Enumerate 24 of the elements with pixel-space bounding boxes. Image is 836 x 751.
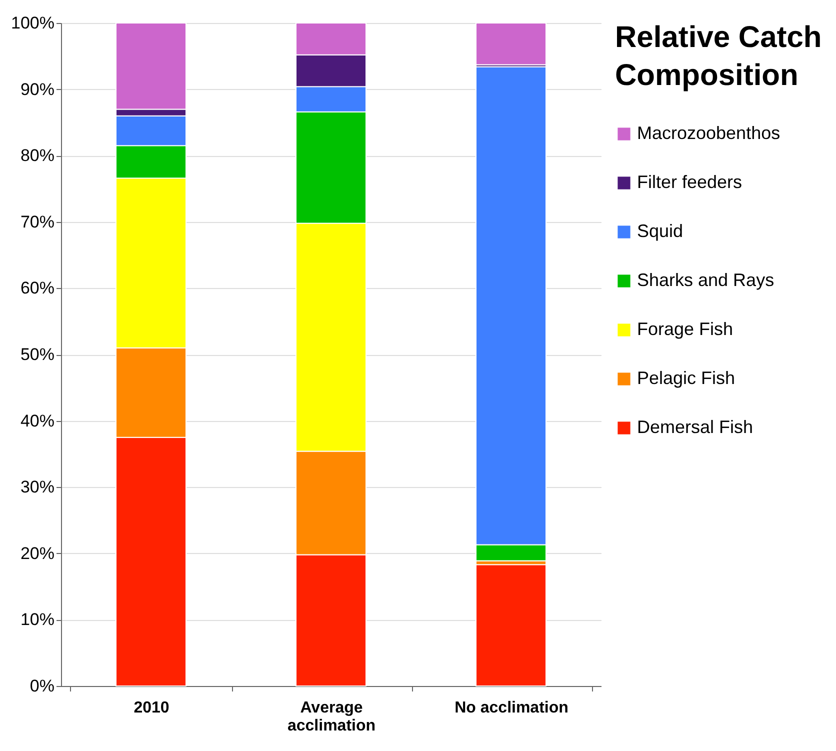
y-tick-label: 20% [20,544,54,563]
y-tick-label: 40% [20,411,54,430]
y-tick-label: 70% [20,212,54,232]
y-tick-label: 30% [20,478,54,497]
legend-label: Pelagic Fish [637,368,736,388]
legend-label: Macrozoobenthos [637,123,780,143]
y-tick-label: 100% [11,14,54,32]
x-tick-label: 2010 [134,700,170,716]
x-tick-label: No acclimation [454,700,568,716]
legend-label: Squid [637,221,684,241]
y-tick-label: 0% [30,676,54,696]
x-tick-label: Average acclimation [287,700,376,734]
bar [476,564,546,686]
legend-label: Forage Fish [637,319,734,339]
legend-label: Filter feeders [637,172,742,192]
y-tick-label: 10% [20,610,54,630]
y-tick-label: 50% [20,345,54,364]
y-tick-label: 90% [20,80,54,99]
legend-label: Demersal Fish [637,417,754,437]
bar [476,22,546,66]
legend-title: Relative Catch Composition [615,21,822,92]
legend-label: Sharks and Rays [637,270,774,290]
y-tick-label: 60% [20,278,54,298]
y-tick-label: 80% [20,146,54,166]
